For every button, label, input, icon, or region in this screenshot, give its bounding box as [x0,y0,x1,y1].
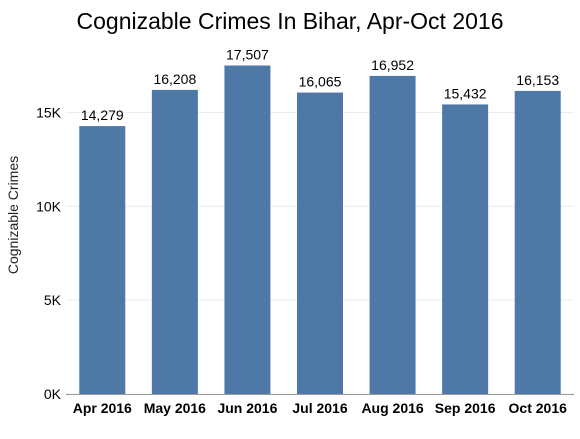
x-tick-label: Oct 2016 [509,400,568,416]
bar-value-label: 16,208 [153,71,196,87]
bar-value-label: 16,153 [516,72,559,88]
x-axis-tick-labels: Apr 2016 May 2016 Jun 2016 Jul 2016 Aug 2016… [73,400,567,416]
bar [442,104,489,395]
y-tick-label: 5K [44,292,62,308]
x-tick-label: Apr 2016 [73,400,132,416]
x-tick-label: Jul 2016 [292,400,347,416]
chart-title: Cognizable Crimes In Bihar, Apr-Oct 2016 [77,8,504,34]
bar-value-label: 16,065 [299,74,342,90]
bar [79,126,126,394]
y-axis-label: Cognizable Crimes [5,156,21,274]
bar [297,92,343,395]
y-tick-label: 15K [36,105,62,121]
x-tick-label: May 2016 [144,400,206,416]
bar-value-label: 15,432 [444,85,487,101]
bar [514,90,561,395]
bar [151,89,198,395]
y-tick-label: 10K [36,198,62,214]
bars [79,65,561,395]
y-tick-label: 0K [44,386,62,402]
x-tick-label: Jun 2016 [217,400,277,416]
bar [369,75,416,394]
bar [224,65,271,395]
bar-value-labels: 14,279 16,208 17,507 16,065 16,952 15,432 16,1… [81,47,559,124]
x-tick-label: Sep 2016 [435,400,496,416]
bar-value-label: 16,952 [371,57,414,73]
y-axis-tick-labels: 0K 5K 10K 15K [36,105,62,402]
x-tick-label: Aug 2016 [361,400,423,416]
bar-value-label: 17,507 [226,47,269,63]
bar-value-label: 14,279 [81,107,124,123]
